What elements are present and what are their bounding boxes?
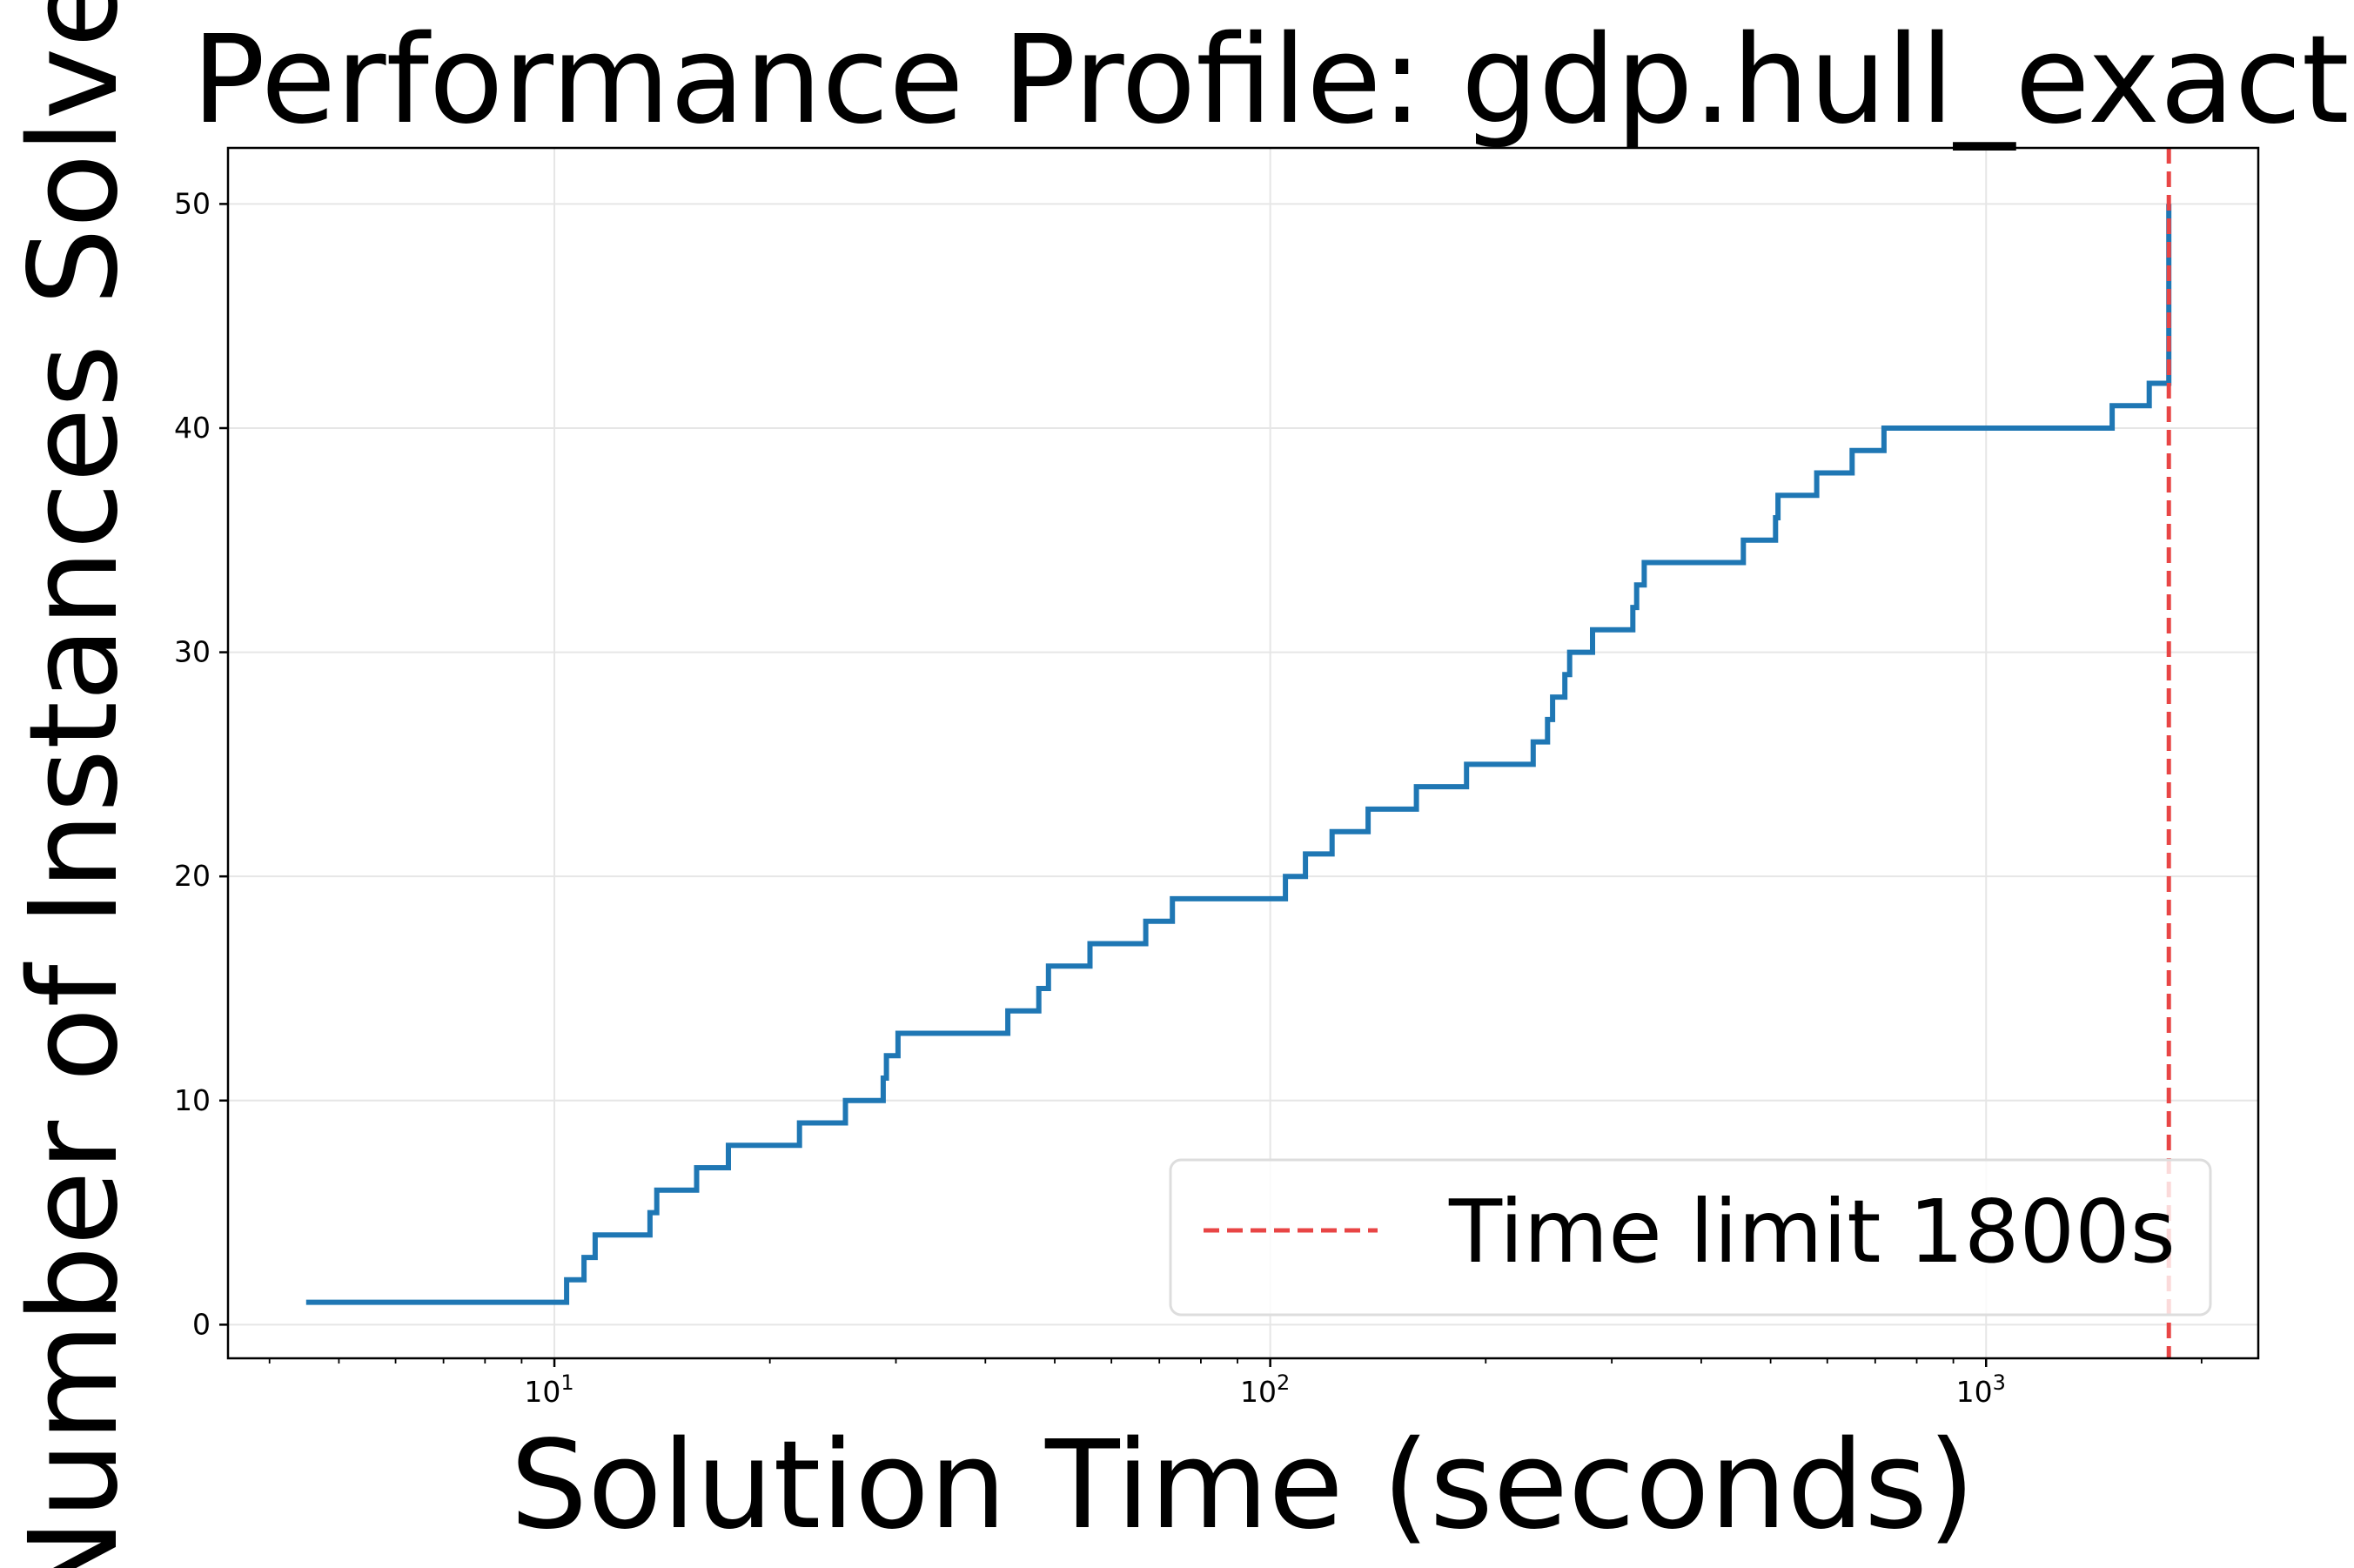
series-layer [305, 204, 2172, 1305]
x-axis-label: Solution Time (seconds) [510, 1415, 1975, 1557]
chart-title: Performance Profile: gdp.hull_exact [191, 10, 2349, 151]
x-tick-label: 101 [524, 1370, 573, 1409]
y-tick-label: 50 [174, 186, 211, 220]
legend-frame [1169, 1158, 2212, 1317]
x-tick-label: 102 [1240, 1370, 1290, 1409]
y-tick-label: 0 [192, 1307, 211, 1341]
legend-label-time-limit: Time limit 1800s [1448, 1181, 2176, 1283]
x-tick-label: 103 [1956, 1370, 2006, 1409]
y-tick-label: 40 [174, 411, 211, 445]
y-axis-label: Number of Instances Solved [3, 0, 145, 1568]
series-line [305, 204, 2172, 1305]
y-tick-label: 30 [174, 635, 211, 669]
legend: Time limit 1800s [1169, 1158, 2212, 1317]
y-tick-label: 10 [174, 1083, 211, 1117]
y-tick-label: 20 [174, 859, 211, 893]
grid-lines [228, 148, 2258, 1358]
axis-ticks: 0 10 20 30 40 50 101 102 103 [174, 186, 2203, 1409]
plot-frame [226, 146, 2260, 1360]
